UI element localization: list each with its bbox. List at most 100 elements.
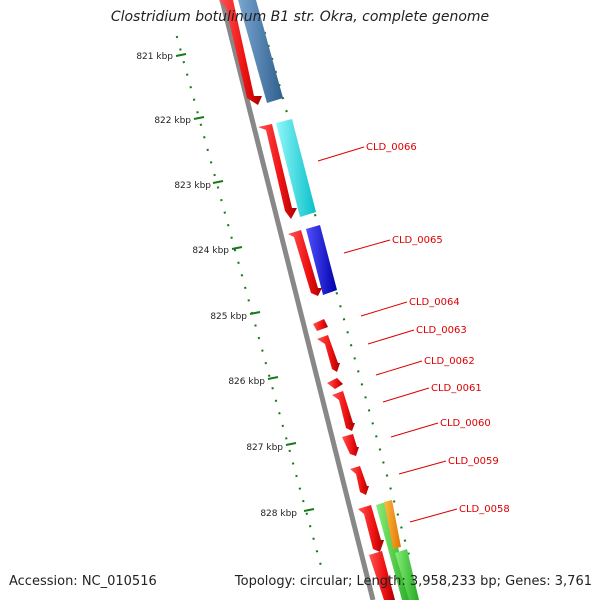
ruler-minor-tick (271, 386, 274, 390)
ruler-minor-tick (312, 537, 315, 540)
ruler-minor-tick (213, 173, 216, 177)
ruler-minor-tick (349, 344, 353, 347)
ruler-ticks: 821 kbp 822 kbp 823 kbp 824 kbp 825 kbp … (136, 52, 315, 519)
ruler-minor-tick (360, 383, 364, 386)
gene-label[interactable]: CLD_0058 (459, 504, 510, 515)
ruler-tick-label: 825 kbp (210, 312, 247, 322)
genome-summary-label: Topology: circular; Length: 3,958,233 bp… (234, 574, 592, 589)
ruler-tick-label: 822 kbp (154, 116, 191, 126)
ruler-minor-tick (223, 211, 227, 214)
gene-label-leader (375, 360, 423, 376)
ruler-major-tick (193, 116, 205, 120)
gene-block-cyan (276, 119, 316, 217)
ruler-major-tick (175, 53, 187, 57)
gene-label[interactable]: CLD_0064 (409, 297, 460, 308)
ruler-minor-tick (206, 148, 209, 152)
ruler-minor-tick (209, 161, 213, 164)
ruler-minor-tick (288, 449, 291, 453)
gene-label[interactable]: CLD_0061 (431, 383, 482, 394)
ruler-minor-tick (385, 474, 389, 477)
ruler-minor-tick (339, 305, 342, 308)
gene-label[interactable]: CLD_0066 (366, 142, 417, 153)
outer-ruler-ticks (263, 31, 410, 555)
ruler-minor-tick (400, 526, 403, 529)
ruler-major-tick (285, 442, 297, 446)
ruler-minor-tick (403, 539, 407, 542)
gene-block (313, 319, 328, 331)
ruler-minor-tick (295, 474, 298, 478)
ruler-tick-label: 827 kbp (246, 443, 283, 453)
gene-label-leader (409, 508, 458, 523)
ruler-minor-tick (302, 499, 305, 503)
gene-label[interactable]: CLD_0060 (440, 418, 491, 429)
gene-label[interactable]: CLD_0062 (424, 356, 475, 367)
ruler-minor-tick (233, 248, 237, 252)
gene-label-leader (317, 146, 365, 162)
gene-block (219, 0, 262, 105)
ruler-major-tick (231, 246, 243, 250)
ruler-minor-tick (285, 437, 288, 440)
ruler-minor-tick (244, 286, 247, 290)
ruler-minor-tick (346, 331, 349, 334)
ruler-minor-tick (192, 98, 196, 101)
gene-label[interactable]: CLD_0059 (448, 456, 499, 467)
ruler-major-tick (303, 508, 315, 512)
other-strand-genes (238, 0, 419, 600)
ruler-minor-tick (357, 370, 360, 373)
ruler-minor-tick (264, 361, 268, 365)
gene-label-leader (390, 422, 439, 438)
ruler-tick-label: 828 kbp (260, 509, 297, 519)
ruler-minor-tick (185, 73, 189, 76)
gene-block (258, 124, 297, 219)
ruler-minor-tick (226, 223, 230, 227)
ruler-minor-tick (281, 96, 285, 100)
ruler-minor-tick (203, 136, 206, 139)
gene-label-leader (343, 239, 391, 254)
gene-label[interactable]: CLD_0063 (416, 325, 467, 336)
ruler-tick-label: 826 kbp (228, 377, 265, 387)
ruler-minor-tick (389, 487, 392, 490)
gene-labels: CLD_0066 CLD_0065 CLD_0064 CLD_0063 CLD_… (317, 142, 510, 523)
gene-label-leader (367, 329, 415, 345)
gene-label[interactable]: CLD_0065 (392, 235, 443, 246)
ruler-minor-tick (196, 111, 199, 114)
ruler-minor-tick (308, 524, 312, 528)
gene-block (350, 466, 369, 495)
ruler-minor-tick (250, 311, 254, 315)
ruler-tick-label: 823 kbp (174, 181, 211, 191)
ruler-minor-tick (189, 85, 192, 89)
ruler-major-tick (212, 180, 224, 184)
ruler-minor-tick (305, 512, 309, 515)
gene-label-leader (382, 387, 430, 403)
ruler-minor-tick (240, 274, 244, 277)
ruler-minor-tick (392, 500, 396, 503)
ruler-minor-tick (313, 213, 317, 217)
ruler-minor-tick (216, 186, 220, 189)
gene-block (369, 551, 395, 600)
ruler-minor-tick (353, 357, 356, 360)
ruler-minor-tick (315, 550, 319, 553)
ruler-minor-tick (396, 513, 400, 516)
ruler-minor-tick (237, 261, 240, 265)
ruler-minor-tick (220, 198, 223, 202)
ruler-minor-tick (278, 412, 281, 415)
map-title: Clostridium botulinum B1 str. Okra, comp… (110, 9, 490, 25)
gene-block-blue (306, 225, 337, 295)
ruler-minor-tick (371, 422, 374, 425)
ruler-tick-label: 824 kbp (192, 246, 229, 256)
ruler-minor-tick (319, 562, 322, 566)
ruler-minor-tick (267, 374, 271, 377)
ruler-minor-tick (179, 48, 182, 51)
ruler-minor-tick (175, 35, 179, 39)
ruler-minor-tick (342, 318, 346, 321)
ruler-minor-tick (364, 396, 367, 399)
gene-block (327, 378, 343, 389)
gene-block (332, 391, 355, 431)
ruler-minor-tick (254, 324, 257, 327)
gene-block-orange (384, 500, 401, 549)
gene-label-leader (398, 460, 447, 475)
ruler-minor-tick (274, 399, 278, 403)
ruler-minor-tick (182, 60, 186, 64)
